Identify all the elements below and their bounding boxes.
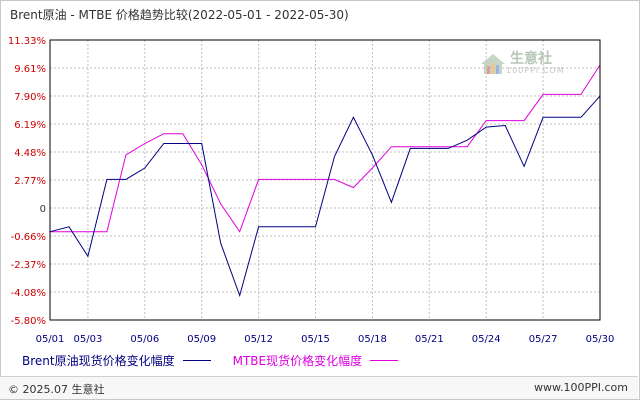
x-tick-label: 05/03	[74, 334, 103, 345]
watermark-logo: 生意社 100PPI.COM	[480, 52, 565, 75]
chart-title: Brent原油 - MTBE 价格趋势比较(2022-05-01 - 2022-…	[10, 8, 349, 22]
x-tick-label: 05/18	[358, 334, 387, 345]
x-tick-label: 05/24	[472, 334, 501, 345]
y-tick-label: 0	[40, 204, 46, 215]
legend: Brent原油现货价格变化幅度 MTBE现货价格变化幅度	[22, 352, 408, 369]
watermark-brand: 生意社	[510, 51, 552, 67]
x-axis-tick-labels: 05/01 05/03 05/06 05/09 05/12 05/15 05/18 05/21…	[36, 334, 615, 345]
y-tick-label: 7.90%	[14, 92, 46, 103]
series-line-mtbe	[50, 64, 601, 233]
watermark-domain: 100PPI.COM	[506, 66, 565, 75]
series-lines	[49, 64, 601, 298]
y-tick-label: 11.33%	[8, 36, 46, 47]
x-tick-label: 05/27	[529, 334, 558, 345]
legend-label-mtbe: MTBE现货价格变化幅度	[232, 354, 363, 368]
y-tick-label: 6.19%	[14, 120, 46, 131]
legend-entry-mtbe: MTBE现货价格变化幅度	[221, 352, 399, 369]
copyright-text: © 2025.07 生意社	[8, 383, 105, 396]
legend-swatch-brent	[182, 360, 211, 361]
x-tick-label: 05/21	[415, 334, 444, 345]
x-tick-label: 05/15	[301, 334, 330, 345]
y-tick-label: -5.80%	[11, 316, 46, 327]
x-tick-label: 05/01	[36, 334, 65, 345]
plot-area-border	[49, 39, 601, 321]
legend-entry-brent: Brent原油现货价格变化幅度	[22, 352, 211, 369]
y-tick-label: 9.61%	[14, 64, 46, 75]
y-tick-label: 2.77%	[14, 176, 46, 187]
legend-swatch-mtbe	[370, 360, 399, 361]
y-tick-label: -2.37%	[11, 260, 46, 271]
x-tick-label: 05/12	[244, 334, 273, 345]
y-tick-label: -0.66%	[11, 232, 46, 243]
y-tick-label: -4.08%	[11, 288, 46, 299]
footer-bar: © 2025.07 生意社 www.100PPI.com	[0, 376, 638, 399]
site-url: www.100PPI.com	[534, 381, 628, 394]
y-tick-label: 4.48%	[14, 148, 46, 159]
y-axis-tick-labels: 11.33% 9.61% 7.90% 6.19% 4.48% 2.77% 0 -0.66% -2…	[8, 36, 46, 327]
x-tick-label: 05/09	[187, 334, 216, 345]
x-tick-label: 05/30	[586, 334, 615, 345]
x-tick-label: 05/06	[130, 334, 159, 345]
series-line-brent	[49, 95, 601, 298]
grid	[50, 40, 600, 320]
legend-label-brent: Brent原油现货价格变化幅度	[22, 354, 175, 368]
